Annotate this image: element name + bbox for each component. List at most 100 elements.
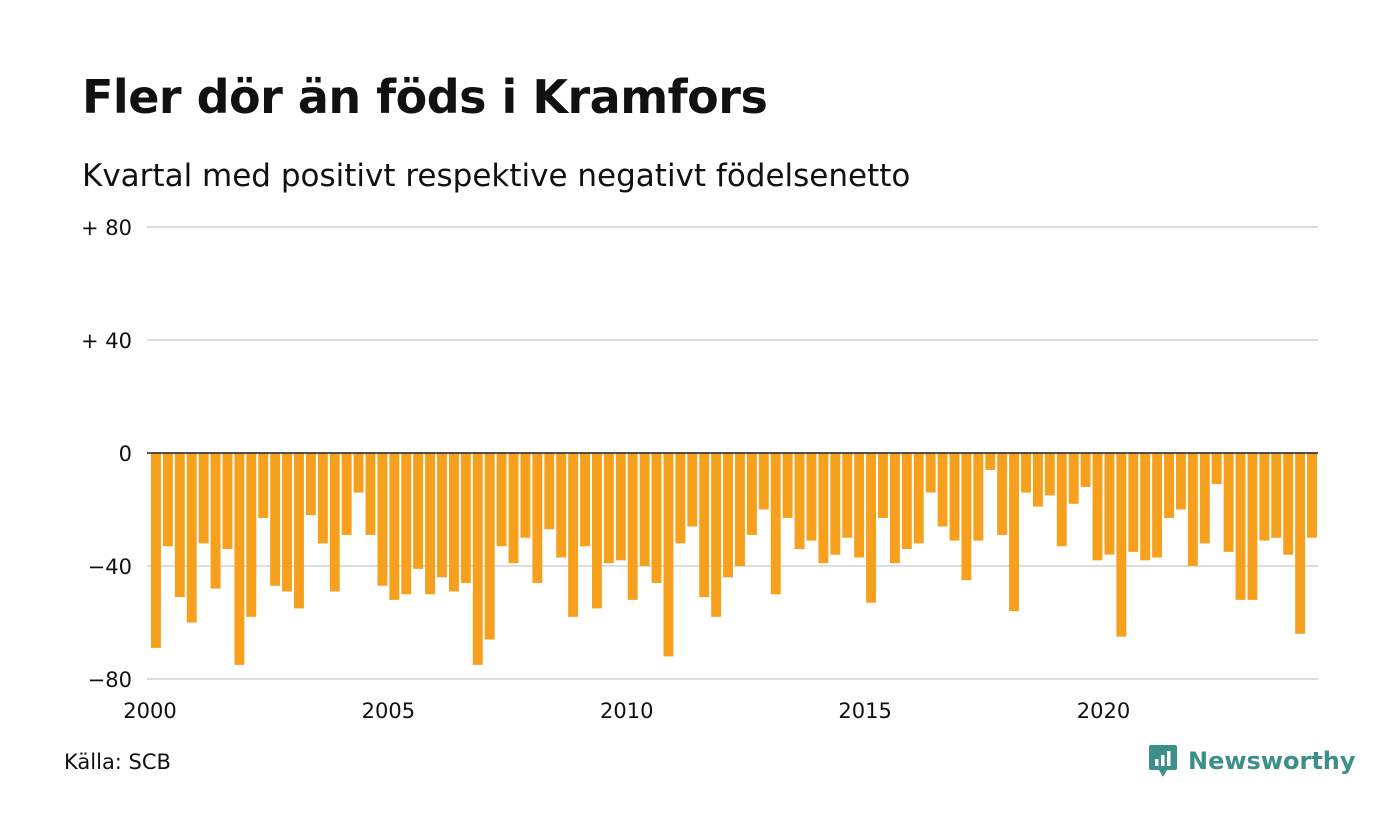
chart-title: Fler dör än föds i Kramfors (82, 70, 768, 124)
bar (1199, 453, 1210, 544)
bar (591, 453, 602, 609)
bar (210, 453, 221, 589)
bar (770, 453, 781, 595)
bar (425, 453, 436, 595)
bar (1259, 453, 1270, 541)
bar (222, 453, 233, 550)
bar (389, 453, 400, 600)
bar (174, 453, 185, 598)
bar (1175, 453, 1186, 510)
bar (472, 453, 483, 665)
bar (1056, 453, 1067, 547)
bar (294, 453, 304, 609)
bar (544, 453, 555, 530)
bar (1068, 453, 1079, 504)
bar-chart: −80 −40 0 + 40 + 80 2000 2005 2010 2015 2020 (81, 216, 1318, 723)
newsworthy-logo-icon (1149, 745, 1177, 777)
bar (1009, 453, 1020, 612)
bar (782, 453, 793, 518)
bar (937, 453, 948, 527)
bar (651, 453, 662, 583)
y-tick-label: + 80 (81, 216, 132, 240)
bar (723, 453, 733, 578)
bar (532, 453, 543, 583)
bar (1295, 453, 1306, 634)
bar (806, 453, 817, 541)
bar (1283, 453, 1294, 555)
bar (1211, 453, 1222, 485)
bar (556, 453, 567, 558)
chart-subtitle: Kvartal med positivt respektive negativt… (82, 158, 911, 194)
bar (305, 453, 316, 516)
bar (925, 453, 936, 493)
bar (687, 453, 698, 527)
brand-logo[interactable]: Newsworthy (1148, 744, 1356, 778)
x-tick-label: 2000 (123, 699, 176, 723)
bar (889, 453, 900, 564)
bars (151, 453, 1317, 665)
bar (603, 453, 614, 564)
bar (484, 453, 495, 640)
bar (186, 453, 197, 623)
bar (1116, 453, 1127, 637)
bar (1140, 453, 1151, 561)
bar (520, 453, 531, 538)
bar (162, 453, 173, 547)
bar (1247, 453, 1258, 600)
bar (317, 453, 328, 544)
bar (1021, 453, 1031, 493)
bar (842, 453, 853, 538)
bar (675, 453, 686, 544)
bar (949, 453, 960, 541)
bar (496, 453, 507, 547)
bar (627, 453, 638, 600)
bar (270, 453, 281, 586)
bar (282, 453, 293, 592)
bar (1307, 453, 1317, 538)
bar (437, 453, 447, 578)
bar (413, 453, 424, 569)
bar (151, 453, 161, 648)
bar (353, 453, 364, 493)
bar (401, 453, 412, 595)
bar (997, 453, 1008, 535)
bar (830, 453, 841, 555)
bar (508, 453, 519, 564)
y-tick-label: −80 (88, 668, 132, 692)
bar (961, 453, 972, 581)
bar (258, 453, 269, 518)
bar (985, 453, 996, 470)
bar (758, 453, 769, 510)
bar (1092, 453, 1103, 561)
bar (1044, 453, 1055, 496)
bar (1080, 453, 1091, 487)
bar (448, 453, 459, 592)
bar (1164, 453, 1174, 518)
bar (1104, 453, 1115, 555)
bar (341, 453, 352, 535)
bar (735, 453, 745, 566)
bar (913, 453, 924, 544)
bar (377, 453, 388, 586)
bar (854, 453, 865, 558)
bar (639, 453, 650, 566)
bar (1235, 453, 1246, 600)
bar (878, 453, 888, 518)
bar (663, 453, 674, 657)
brand-name: Newsworthy (1188, 747, 1356, 775)
bar (198, 453, 209, 544)
x-tick-label: 2020 (1077, 699, 1130, 723)
bar (246, 453, 257, 617)
x-tick-label: 2010 (600, 699, 653, 723)
bar (615, 453, 626, 561)
bar (365, 453, 376, 535)
source-note: Källa: SCB (64, 750, 171, 774)
bar (580, 453, 590, 547)
y-tick-label: 0 (119, 442, 132, 466)
axes: −80 −40 0 + 40 + 80 2000 2005 2010 2015 2020 (81, 216, 1318, 723)
bar (746, 453, 757, 535)
bar (1032, 453, 1043, 507)
bar (699, 453, 710, 598)
bar (901, 453, 912, 550)
bar (1152, 453, 1163, 558)
